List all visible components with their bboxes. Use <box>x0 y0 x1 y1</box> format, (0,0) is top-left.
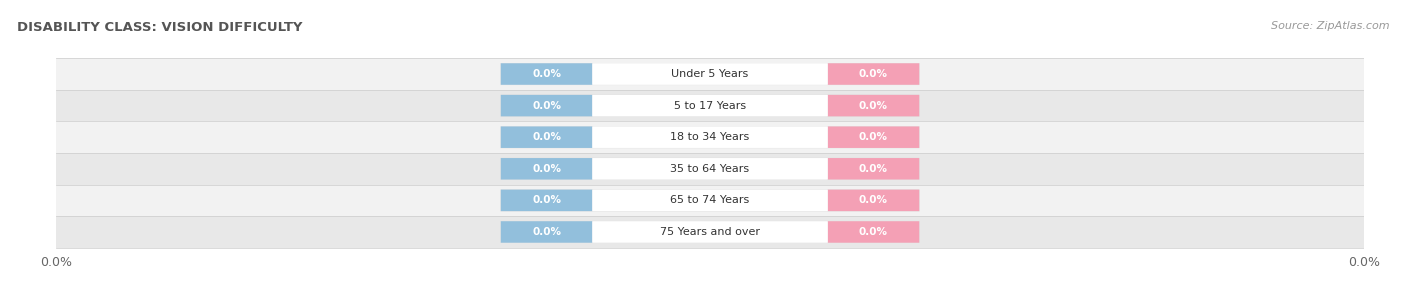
FancyBboxPatch shape <box>828 221 920 243</box>
FancyBboxPatch shape <box>828 63 920 85</box>
Text: 0.0%: 0.0% <box>859 69 889 79</box>
Text: 0.0%: 0.0% <box>859 164 889 174</box>
FancyBboxPatch shape <box>501 221 920 243</box>
Bar <box>56 216 1364 248</box>
Text: 0.0%: 0.0% <box>531 132 561 142</box>
FancyBboxPatch shape <box>828 126 920 148</box>
Text: 0.0%: 0.0% <box>531 227 561 237</box>
FancyBboxPatch shape <box>501 190 920 211</box>
FancyBboxPatch shape <box>592 221 828 243</box>
Text: 0.0%: 0.0% <box>531 164 561 174</box>
Bar <box>56 121 1364 153</box>
Bar <box>56 185 1364 216</box>
Text: 0.0%: 0.0% <box>859 132 889 142</box>
FancyBboxPatch shape <box>828 190 920 211</box>
Text: 5 to 17 Years: 5 to 17 Years <box>673 101 747 111</box>
Text: 0.0%: 0.0% <box>859 195 889 205</box>
FancyBboxPatch shape <box>592 190 828 211</box>
FancyBboxPatch shape <box>828 158 920 180</box>
FancyBboxPatch shape <box>592 126 828 148</box>
Text: 65 to 74 Years: 65 to 74 Years <box>671 195 749 205</box>
FancyBboxPatch shape <box>592 95 828 116</box>
Text: 0.0%: 0.0% <box>859 227 889 237</box>
Text: 0.0%: 0.0% <box>531 101 561 111</box>
Text: Source: ZipAtlas.com: Source: ZipAtlas.com <box>1271 21 1389 32</box>
FancyBboxPatch shape <box>501 95 920 116</box>
Text: DISABILITY CLASS: VISION DIFFICULTY: DISABILITY CLASS: VISION DIFFICULTY <box>17 21 302 34</box>
Text: 18 to 34 Years: 18 to 34 Years <box>671 132 749 142</box>
FancyBboxPatch shape <box>501 95 592 116</box>
FancyBboxPatch shape <box>501 126 592 148</box>
FancyBboxPatch shape <box>501 63 920 85</box>
Bar <box>56 90 1364 121</box>
Bar <box>56 153 1364 185</box>
FancyBboxPatch shape <box>501 63 592 85</box>
Text: Under 5 Years: Under 5 Years <box>672 69 748 79</box>
FancyBboxPatch shape <box>501 190 592 211</box>
Text: 35 to 64 Years: 35 to 64 Years <box>671 164 749 174</box>
FancyBboxPatch shape <box>828 95 920 116</box>
Text: 0.0%: 0.0% <box>531 69 561 79</box>
FancyBboxPatch shape <box>501 126 920 148</box>
Text: 0.0%: 0.0% <box>531 195 561 205</box>
FancyBboxPatch shape <box>501 221 592 243</box>
FancyBboxPatch shape <box>501 158 920 180</box>
FancyBboxPatch shape <box>592 63 828 85</box>
Text: 75 Years and over: 75 Years and over <box>659 227 761 237</box>
Bar <box>56 58 1364 90</box>
Text: 0.0%: 0.0% <box>859 101 889 111</box>
FancyBboxPatch shape <box>592 158 828 180</box>
FancyBboxPatch shape <box>501 158 592 180</box>
